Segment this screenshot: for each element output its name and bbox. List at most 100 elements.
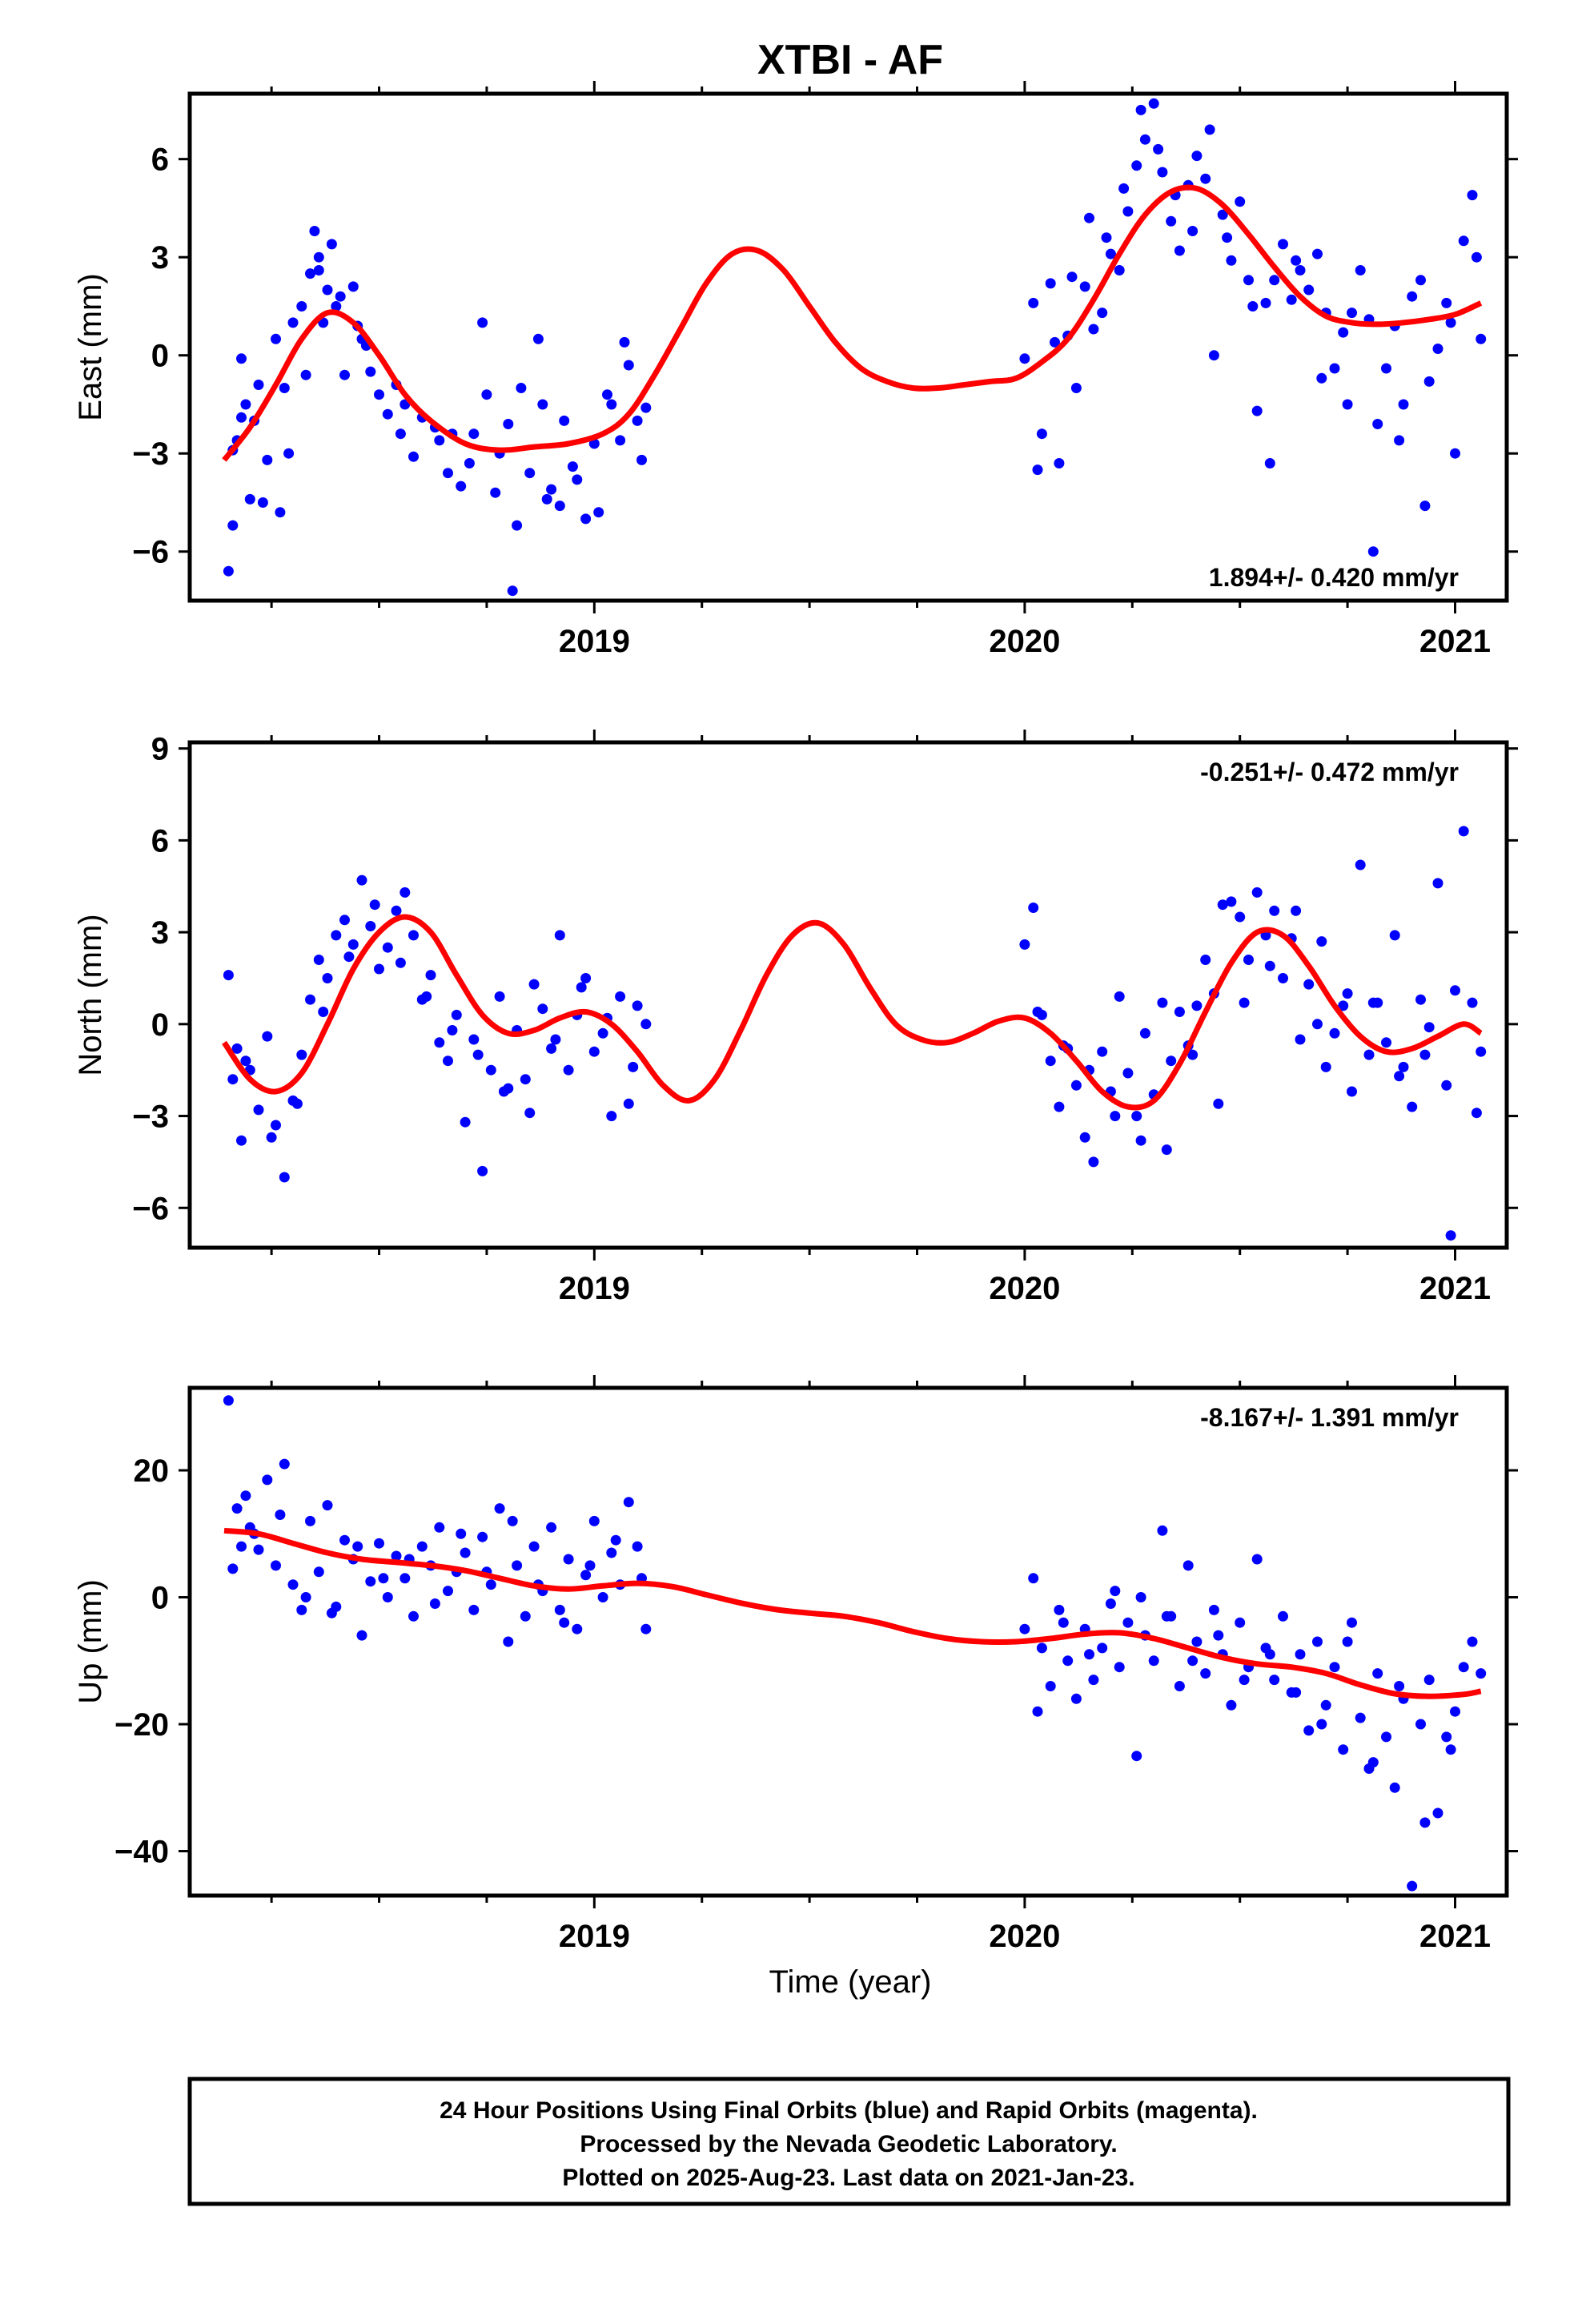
- east-data-point: [1441, 297, 1452, 308]
- y-tick-label: 6: [151, 143, 169, 178]
- east-data-point: [1157, 167, 1168, 178]
- north-data-point: [520, 1074, 531, 1085]
- up-data-point: [279, 1458, 290, 1470]
- east-data-point: [395, 428, 406, 440]
- east-data-point: [1019, 353, 1030, 364]
- up-data-point: [1235, 1617, 1246, 1628]
- east-data-point: [640, 402, 652, 413]
- north-data-point: [498, 1086, 509, 1097]
- north-data-point: [1303, 979, 1315, 990]
- east-data-point: [1036, 428, 1047, 440]
- up-data-point: [1407, 1880, 1418, 1892]
- north-data-point: [460, 1116, 471, 1128]
- east-y-axis-label: East (mm): [73, 273, 108, 420]
- north-data-point: [1476, 1046, 1487, 1057]
- east-data-point: [1303, 284, 1315, 296]
- north-data-point: [240, 1055, 251, 1067]
- up-data-point: [378, 1573, 389, 1584]
- up-data-point: [456, 1528, 467, 1539]
- east-data-point: [593, 507, 604, 518]
- up-data-point: [468, 1604, 480, 1615]
- up-data-point: [623, 1497, 634, 1508]
- up-data-point: [1200, 1668, 1211, 1679]
- east-data-point: [1398, 399, 1409, 410]
- up-data-point: [477, 1531, 488, 1542]
- up-data-point: [1110, 1586, 1121, 1597]
- east-data-point: [1148, 98, 1159, 109]
- up-data-point: [1419, 1817, 1431, 1828]
- up-data-point: [356, 1630, 367, 1641]
- east-data-point: [507, 585, 518, 597]
- north-data-point: [1381, 1037, 1391, 1048]
- north-data-point: [1239, 997, 1250, 1008]
- east-data-point: [1226, 255, 1237, 266]
- north-data-point: [395, 957, 406, 968]
- north-data-point: [1423, 1022, 1435, 1033]
- east-model-fit-line: [222, 184, 1483, 462]
- east-data-point: [240, 399, 251, 410]
- north-data-point: [339, 915, 350, 926]
- up-data-point: [231, 1503, 243, 1514]
- east-data-point: [1204, 124, 1215, 135]
- east-data-point: [262, 454, 273, 465]
- east-data-point: [524, 468, 536, 479]
- up-data-point: [1062, 1655, 1074, 1667]
- north-data-point: [588, 1046, 600, 1057]
- north-data-point: [343, 951, 355, 963]
- east-data-point: [1476, 333, 1487, 344]
- up-velocity-label: -8.167+/- 1.391 mm/yr: [1200, 1403, 1459, 1432]
- up-data-point: [1320, 1699, 1331, 1711]
- up-data-point: [1105, 1598, 1116, 1609]
- east-data-point: [1445, 317, 1456, 328]
- x-tick-label: 2019: [559, 1919, 630, 1954]
- east-data-point: [1174, 245, 1185, 256]
- up-data-point: [1208, 1604, 1219, 1615]
- x-tick-label: 2021: [1419, 1919, 1491, 1954]
- north-data-point: [1347, 1086, 1357, 1097]
- east-plot-area: [222, 98, 1487, 597]
- north-data-point: [443, 1055, 453, 1067]
- east-data-point: [1381, 363, 1391, 374]
- up-data-point: [400, 1573, 411, 1584]
- east-data-point: [1079, 281, 1090, 292]
- east-data-point: [1471, 251, 1482, 263]
- north-data-point: [1157, 997, 1168, 1008]
- east-data-point: [275, 507, 286, 518]
- up-data-point: [520, 1610, 531, 1622]
- up-data-point: [1372, 1668, 1383, 1679]
- east-data-point: [253, 380, 264, 390]
- up-data-point: [563, 1554, 574, 1565]
- east-data-point: [602, 389, 612, 400]
- north-data-point: [1407, 1101, 1418, 1112]
- north-data-point: [1131, 1111, 1142, 1122]
- up-data-point: [275, 1510, 286, 1520]
- north-data-point: [1110, 1111, 1121, 1122]
- up-data-point: [572, 1623, 583, 1634]
- east-data-point: [636, 454, 647, 465]
- north-data-point: [1419, 1049, 1431, 1060]
- up-data-point: [1367, 1757, 1379, 1768]
- north-data-point: [408, 930, 419, 941]
- y-tick-label: −6: [132, 1191, 169, 1226]
- y-tick-label: −6: [132, 535, 169, 570]
- east-data-point: [287, 317, 299, 328]
- east-data-point: [236, 353, 247, 364]
- up-data-point: [1415, 1719, 1426, 1730]
- east-data-point: [1347, 308, 1357, 319]
- up-data-point: [1458, 1662, 1469, 1673]
- north-data-point: [347, 939, 359, 950]
- north-data-point: [1114, 991, 1125, 1002]
- north-plot-area: [222, 826, 1487, 1241]
- footer-line-2: Processed by the Nevada Geodetic Laborat…: [580, 2131, 1117, 2157]
- up-data-point: [640, 1623, 652, 1634]
- north-data-point: [1174, 1007, 1185, 1017]
- north-data-point: [374, 963, 384, 975]
- x-tick-label: 2020: [989, 1919, 1060, 1954]
- up-data-point: [227, 1563, 239, 1574]
- up-data-point: [365, 1576, 376, 1587]
- east-data-point: [279, 383, 290, 393]
- north-data-point: [313, 955, 324, 965]
- up-data-point: [305, 1515, 315, 1526]
- east-data-point: [546, 484, 557, 495]
- up-data-point: [610, 1534, 621, 1546]
